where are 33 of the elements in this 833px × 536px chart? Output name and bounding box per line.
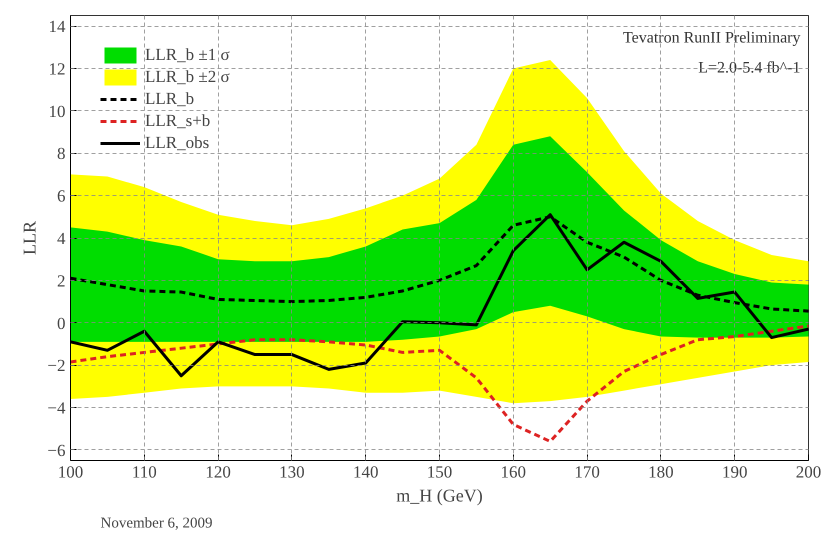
x-tick-label: 180 <box>648 462 674 482</box>
legend-label: LLR_b ±1 σ <box>145 45 230 65</box>
x-tick-label: 140 <box>352 462 378 482</box>
x-tick-label: 110 <box>132 462 157 482</box>
text: November 6, 2009 <box>100 516 213 532</box>
x-tick-label: 200 <box>796 462 822 482</box>
y-tick-label: 0 <box>57 314 66 333</box>
annotation: L=2.0-5.4 fb^-1 <box>698 60 801 76</box>
x-tick-label: 190 <box>722 462 748 482</box>
legend-label: LLR_s+b <box>145 111 210 131</box>
y-tick-label: 6 <box>57 186 66 206</box>
y-tick-label: 4 <box>57 229 66 248</box>
y-tick-label: 14 <box>48 17 66 36</box>
y-tick-label: 8 <box>57 144 66 164</box>
annotation: Tevatron RunII Preliminary <box>623 30 800 46</box>
y-axis-title: LLR <box>19 221 40 255</box>
x-tick-label: 170 <box>574 462 600 482</box>
x-tick-label: 100 <box>58 462 84 482</box>
y-tick-label: 2 <box>57 271 66 290</box>
x-tick-label: 120 <box>205 462 231 482</box>
y-tick-label: −6 <box>47 440 66 460</box>
y-tick-label: −2 <box>47 356 66 376</box>
y-tick-label: −4 <box>47 398 66 418</box>
x-tick-label: 160 <box>500 462 526 482</box>
y-tick-label: 12 <box>48 59 66 78</box>
x-axis-title: m_H (GeV) <box>396 486 483 506</box>
x-tick-label: 130 <box>279 462 305 482</box>
legend-label: LLR_b ±2 σ <box>145 67 230 87</box>
legend-label: LLR_b <box>145 89 194 109</box>
y-tick-label: 10 <box>48 102 66 121</box>
x-tick-label: 150 <box>426 462 452 482</box>
legend-label: LLR_obs <box>145 133 210 153</box>
line-series <box>70 324 808 443</box>
